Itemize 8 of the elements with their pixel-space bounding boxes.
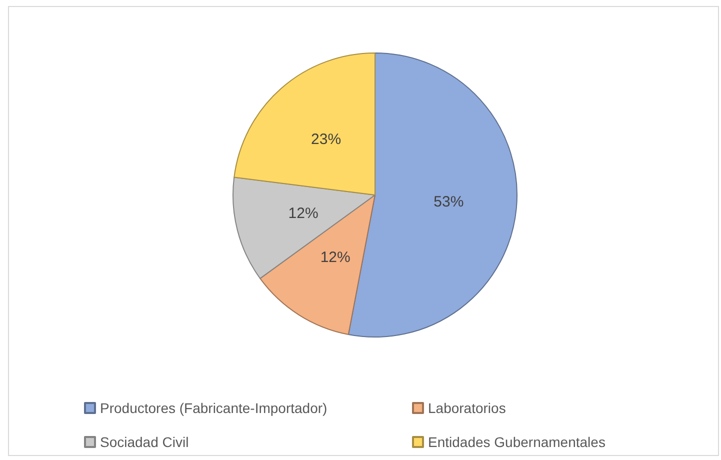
data-label: 12% bbox=[288, 204, 318, 222]
legend-label: Productores (Fabricante-Importador) bbox=[100, 400, 328, 416]
data-label: 53% bbox=[434, 193, 464, 210]
legend-label: Laboratorios bbox=[428, 400, 506, 416]
legend-label: Sociadad Civil bbox=[100, 434, 189, 450]
legend-label: Entidades Gubernamentales bbox=[428, 434, 606, 450]
data-label: 12% bbox=[320, 248, 350, 266]
data-label: 23% bbox=[311, 130, 342, 148]
